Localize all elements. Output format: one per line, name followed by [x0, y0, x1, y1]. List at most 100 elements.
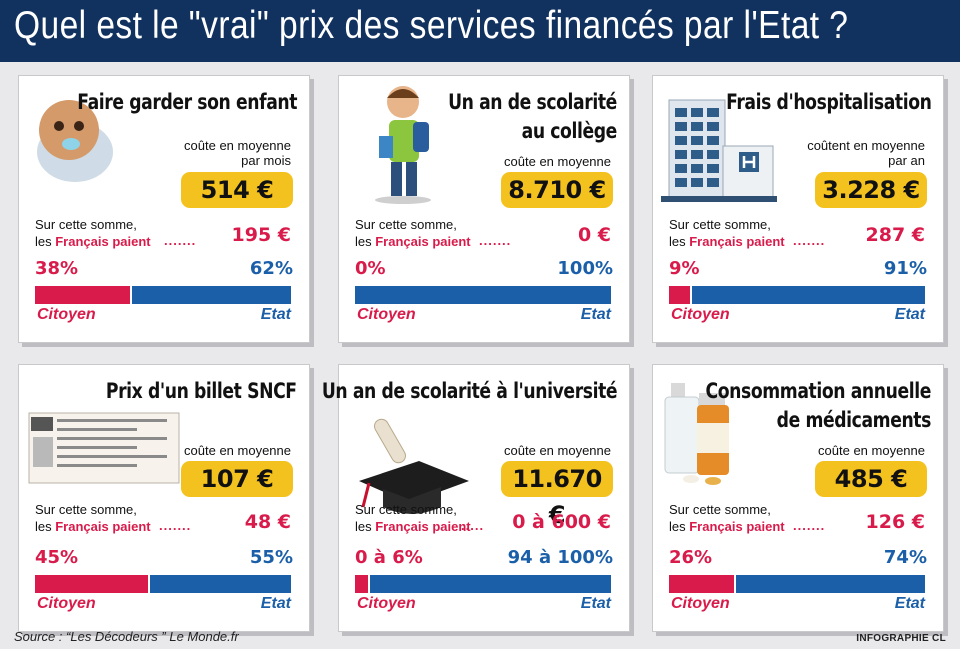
leader-dots: ....... [793, 518, 826, 533]
citizen-amount: 0 € [577, 224, 611, 246]
share-bar [35, 575, 291, 593]
average-label: coûte en moyenne [504, 154, 611, 169]
price-badge: 485 € [815, 461, 927, 497]
share-prefix: les [355, 519, 376, 534]
average-label: coûte en moyenne [818, 443, 925, 458]
citizen-amount: 0 à 600 € [512, 511, 611, 533]
train-ticket-icon [28, 412, 180, 484]
card-title: Frais d'hospitalisation [725, 88, 932, 117]
card-title-line: Faire garder son enfant [77, 90, 297, 114]
card-title: Un an de scolarité à l'université [321, 377, 618, 406]
price-badge: 514 € [181, 172, 293, 208]
citizen-bar-segment [35, 286, 133, 304]
state-percent-label: 94 à 100% [507, 547, 613, 568]
leader-dots: ....... [793, 233, 826, 248]
baby-icon [37, 100, 113, 182]
average-label: coûtent en moyenne par an [807, 138, 925, 168]
card-title-line: Frais d'hospitalisation [725, 90, 932, 114]
service-card: Un an de scolarité à l'université coûte e… [322, 364, 630, 632]
card-title-line: Consommation annuelle [705, 379, 932, 403]
share-sentence: Sur cette somme, les Français paient [355, 501, 471, 535]
etat-label: Etat [260, 306, 291, 323]
card-title: Consommation annuelle de médicaments [705, 377, 932, 435]
citizen-bar-segment [35, 575, 151, 593]
etat-label: Etat [260, 595, 291, 612]
share-prefix: les [35, 519, 56, 534]
share-sentence: Sur cette somme, les Français paient [35, 501, 151, 535]
share-sentence-line2: les Français paient [669, 233, 785, 250]
state-percent-label: 62% [249, 258, 293, 279]
citoyen-label: Citoyen [357, 595, 416, 612]
share-prefix: les [669, 234, 690, 249]
citizen-amount: 287 € [865, 224, 926, 246]
card-title: Prix d'un billet SNCF [106, 377, 297, 406]
share-sentence-line2: les Français paient [355, 518, 471, 535]
share-sentence-line1: Sur cette somme, [355, 502, 457, 517]
share-bar [669, 286, 925, 304]
card-title-line: Prix d'un billet SNCF [106, 379, 297, 403]
card-title-line: Un an de scolarité à l'université [321, 379, 618, 403]
state-percent-label: 55% [249, 547, 293, 568]
card-title: Un an de scolarité au collège [448, 88, 617, 146]
average-label-line: coûte en moyenne [504, 443, 611, 458]
card-title: Faire garder son enfant [77, 88, 297, 117]
average-label: coûte en moyenne par mois [184, 138, 291, 168]
source-text: Source : “Les Décodeurs ” Le Monde.fr [14, 629, 239, 644]
average-label: coûte en moyenne [504, 443, 611, 458]
medicine-icon [664, 383, 729, 485]
average-label-line: par an [888, 153, 925, 168]
citizen-bar-segment [669, 575, 736, 593]
leader-dots: ....... [164, 233, 197, 248]
share-bar [35, 286, 291, 304]
share-bar [355, 575, 611, 593]
title-bar: Quel est le "vrai" prix des services fin… [0, 0, 960, 62]
price-badge: 11.670 € [501, 461, 613, 529]
etat-label: Etat [894, 595, 925, 612]
share-sentence: Sur cette somme, les Français paient [355, 216, 471, 250]
price-badge: 8.710 € [501, 172, 613, 208]
credit-text: INFOGRAPHIE CL [856, 633, 946, 644]
state-percent-label: 91% [883, 258, 927, 279]
average-label-line: coûtent en moyenne [807, 138, 925, 153]
citoyen-label: Citoyen [37, 595, 96, 612]
share-sentence-line1: Sur cette somme, [669, 217, 771, 232]
citizen-percent-label: 38% [35, 258, 79, 279]
card-title-line: au collège [521, 119, 618, 143]
citizen-amount: 195 € [231, 224, 292, 246]
share-bar [669, 575, 925, 593]
citizen-percent-label: 26% [669, 547, 713, 568]
share-prefix: les [35, 234, 56, 249]
card-title-line: de médicaments [776, 408, 932, 432]
share-sentence-line1: Sur cette somme, [35, 502, 137, 517]
service-card: Frais d'hospitalisation coûtent en moyenn… [652, 75, 944, 343]
share-sentence: Sur cette somme, les Français paient [35, 216, 151, 250]
citizen-percent-label: 9% [669, 258, 700, 279]
share-sentence: Sur cette somme, les Français paient [669, 501, 785, 535]
leader-dots: ....... [159, 518, 192, 533]
citizen-percent-label: 0 à 6% [355, 547, 423, 568]
citoyen-label: Citoyen [357, 306, 416, 323]
service-card: Faire garder son enfant coûte en moyenne p… [18, 75, 310, 343]
graduation-cap-icon [359, 418, 469, 514]
citizen-bar-segment [669, 286, 693, 304]
average-label-line: par mois [241, 153, 291, 168]
share-sentence-line1: Sur cette somme, [355, 217, 457, 232]
francais-paient-label: Français paient [375, 519, 471, 534]
service-card: Consommation annuelle de médicaments coûte… [652, 364, 944, 632]
francais-paient-label: Français paient [375, 234, 471, 249]
share-sentence: Sur cette somme, les Français paient [669, 216, 785, 250]
average-label: coûte en moyenne [184, 443, 291, 458]
share-bar [355, 286, 611, 304]
etat-label: Etat [580, 595, 611, 612]
card-title-line: Un an de scolarité [448, 90, 617, 114]
etat-label: Etat [580, 306, 611, 323]
share-sentence-line2: les Français paient [35, 233, 151, 250]
student-icon [375, 86, 431, 204]
average-label-line: coûte en moyenne [504, 154, 611, 169]
citoyen-label: Citoyen [671, 306, 730, 323]
service-card: Un an de scolarité au collège coûte en moy… [338, 75, 630, 343]
leader-dots: ..... [461, 518, 485, 533]
state-percent-label: 74% [883, 547, 927, 568]
leader-dots: ....... [479, 233, 512, 248]
price-badge: 107 € [181, 461, 293, 497]
